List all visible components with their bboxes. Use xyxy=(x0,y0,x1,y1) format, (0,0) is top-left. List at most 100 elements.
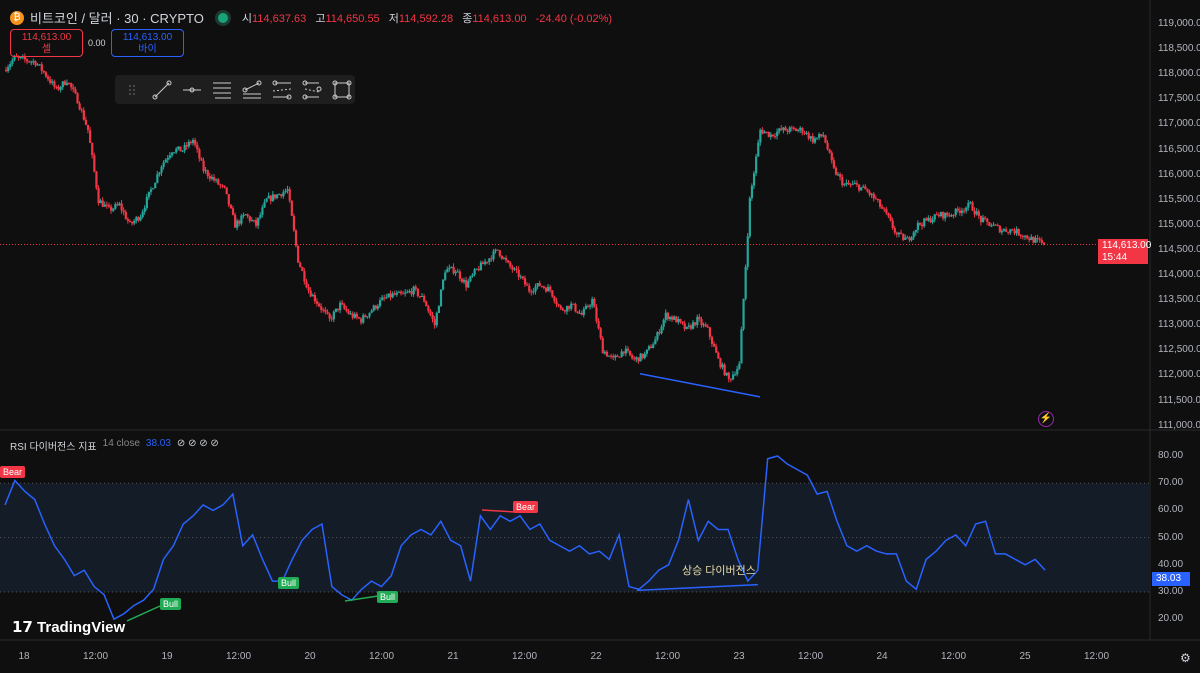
trend-line-icon[interactable] xyxy=(149,78,175,102)
candle xyxy=(437,306,441,313)
candle xyxy=(410,291,413,295)
candle xyxy=(324,309,327,312)
candle xyxy=(521,276,525,279)
candle xyxy=(750,185,754,199)
candle xyxy=(273,194,277,199)
candle xyxy=(807,132,810,139)
rectangle-icon[interactable] xyxy=(329,78,355,102)
candle xyxy=(645,349,649,354)
candle xyxy=(187,141,190,147)
settings-gear-icon[interactable]: ⚙ xyxy=(1180,651,1191,665)
candle xyxy=(55,86,58,88)
candle xyxy=(47,76,50,80)
candle xyxy=(179,146,182,152)
candle xyxy=(38,64,41,66)
buy-button[interactable]: 114,613.00 바이 xyxy=(111,29,184,57)
candle xyxy=(847,182,850,185)
open-label: 시 xyxy=(241,12,252,25)
tradingview-logo[interactable]: 𝟭𝟳 TradingView xyxy=(12,619,126,636)
buy-price: 114,613.00 xyxy=(122,32,173,43)
candle xyxy=(935,214,938,216)
candle xyxy=(748,198,751,237)
time-tick: 22 xyxy=(590,651,602,662)
candle xyxy=(641,353,644,358)
candle xyxy=(311,294,314,297)
candle xyxy=(170,152,174,156)
candle xyxy=(84,119,88,125)
candle xyxy=(744,267,747,299)
candle xyxy=(320,306,323,310)
candle xyxy=(839,174,842,177)
candle xyxy=(61,81,64,88)
candle xyxy=(334,308,338,312)
candle xyxy=(706,326,709,328)
candle xyxy=(231,208,235,215)
candle xyxy=(870,193,873,195)
parallel-lines-icon[interactable] xyxy=(209,78,235,102)
candle xyxy=(954,208,957,216)
candle xyxy=(481,262,485,265)
lightning-icon[interactable]: ⚡ xyxy=(1038,411,1054,427)
candle xyxy=(729,378,733,380)
fib-channel-icon[interactable] xyxy=(269,78,295,102)
candle xyxy=(1042,242,1046,245)
candle xyxy=(925,218,928,221)
candle xyxy=(677,319,680,323)
rsi-tick: 30.00 xyxy=(1158,586,1184,597)
candle xyxy=(668,316,672,320)
candle xyxy=(572,303,575,305)
candle xyxy=(975,211,978,215)
candle xyxy=(229,204,233,209)
candle xyxy=(1017,229,1020,236)
candle xyxy=(851,183,854,185)
candle xyxy=(328,313,331,319)
candle xyxy=(114,204,117,209)
candle xyxy=(771,134,775,137)
sell-button[interactable]: 114,613.00 셀 xyxy=(10,29,83,57)
candle xyxy=(156,174,159,183)
time-tick: 12:00 xyxy=(511,651,538,662)
candle xyxy=(918,222,922,225)
rsi-title[interactable]: RSI 다이버전스 지표 xyxy=(10,442,97,453)
candle xyxy=(223,185,226,188)
candle xyxy=(149,189,153,192)
candle xyxy=(626,348,630,351)
market-status-icon xyxy=(217,12,228,23)
candle xyxy=(687,325,691,327)
candle xyxy=(1030,236,1033,241)
candle xyxy=(99,200,102,204)
candle xyxy=(549,286,552,291)
candle xyxy=(162,162,165,167)
price-tick: 113,500.00 xyxy=(1158,294,1200,306)
candle xyxy=(5,69,8,72)
regression-icon[interactable] xyxy=(299,78,325,102)
rsi-line xyxy=(4,455,1046,621)
candle xyxy=(246,214,249,217)
buy-label: 바이 xyxy=(138,44,157,55)
sell-price: 114,613.00 xyxy=(21,32,72,43)
candle xyxy=(26,59,29,62)
candle xyxy=(1002,229,1006,231)
candle xyxy=(294,230,298,246)
hidden-icons[interactable]: ⊘ ⊘ ⊘ ⊘ xyxy=(176,438,219,449)
candle xyxy=(460,278,464,282)
symbol-title[interactable]: 비트코인 / 달러 · 30 · CRYPTO xyxy=(30,11,204,26)
price-tick: 116,000.00 xyxy=(1158,168,1200,180)
candle xyxy=(1023,235,1027,238)
candle xyxy=(824,135,827,143)
horizontal-ray-icon[interactable] xyxy=(179,78,205,102)
candle xyxy=(994,224,997,226)
drag-handle-icon[interactable] xyxy=(119,78,145,102)
candle xyxy=(475,268,478,270)
candle xyxy=(523,278,527,285)
candle xyxy=(97,187,100,204)
candle xyxy=(1005,229,1008,232)
candle xyxy=(843,184,846,186)
fib-fan-icon[interactable] xyxy=(239,78,265,102)
candle xyxy=(194,140,197,145)
candle xyxy=(118,203,121,206)
candle xyxy=(927,217,930,221)
candle xyxy=(620,351,623,357)
bull-label: Bull xyxy=(160,598,182,610)
